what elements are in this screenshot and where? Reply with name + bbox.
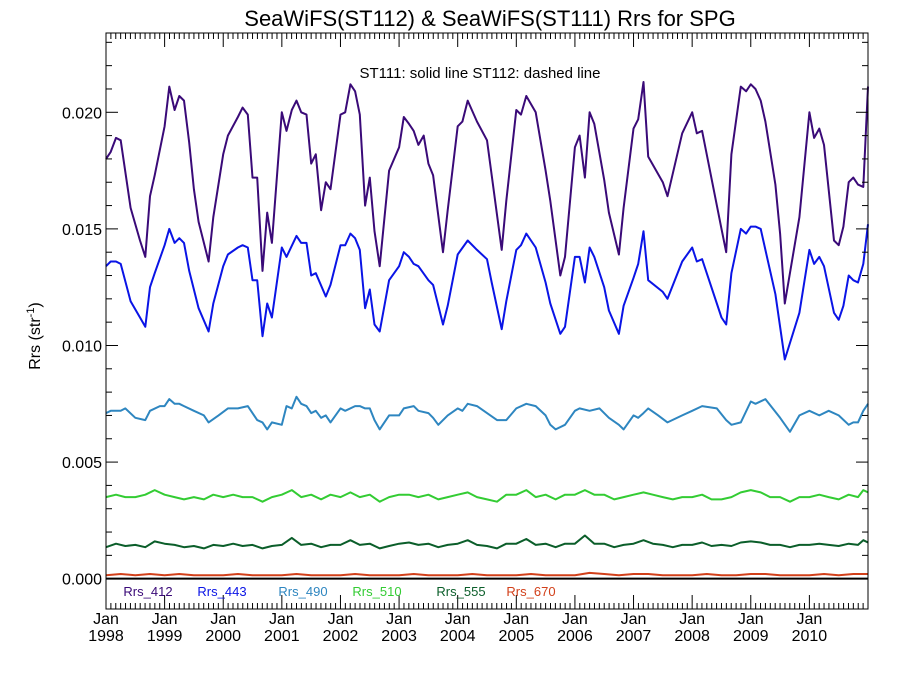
x-tick-month: Jan	[503, 611, 529, 628]
x-tick-month: Jan	[445, 611, 471, 628]
x-tick-year: 2004	[440, 628, 476, 645]
x-tick-month: Jan	[796, 611, 822, 628]
x-tick-label: Jan 2005	[499, 611, 535, 645]
series-line-rrs-670	[105, 571, 868, 577]
y-tick-label: 0.005	[62, 455, 102, 472]
x-tick-year: 2009	[733, 628, 769, 645]
x-tick-label: Jan 2008	[674, 611, 710, 645]
x-tick-year: 2008	[674, 628, 710, 645]
x-tick-label: Jan 2009	[733, 611, 769, 645]
chart-title: SeaWiFS(ST112) & SeaWiFS(ST111) Rrs for …	[244, 6, 735, 31]
x-tick-year: 1998	[88, 628, 124, 645]
chart-annotation: ST111: solid line ST112: dashed line	[360, 65, 601, 82]
x-tick-year: 2003	[381, 628, 417, 645]
x-tick-month: Jan	[269, 611, 295, 628]
x-tick-label: Jan 2001	[264, 611, 300, 645]
x-tick-label: Jan 2002	[323, 611, 359, 645]
x-tick-year: 2000	[205, 628, 241, 645]
x-tick-label: Jan 2004	[440, 611, 476, 645]
series-layer	[105, 81, 869, 577]
x-tick-year: 1999	[147, 628, 183, 645]
x-tick-year: 2002	[323, 628, 359, 645]
y-axis-label-main: Rrs (str	[27, 317, 44, 370]
x-tick-month: Jan	[562, 611, 588, 628]
x-tick-month: Jan	[738, 611, 764, 628]
legend-item-rrs-412: Rrs_412	[123, 584, 172, 599]
x-tick-month: Jan	[621, 611, 647, 628]
x-tick-year: 2010	[792, 628, 828, 645]
x-tick-year: 2006	[557, 628, 593, 645]
y-tick-label: 0.020	[62, 105, 102, 122]
x-tick-label: Jan 2007	[616, 611, 652, 645]
series-line-rrs-510	[105, 489, 869, 503]
x-tick-month: Jan	[679, 611, 705, 628]
x-tick-month: Jan	[152, 611, 178, 628]
x-tick-month: Jan	[328, 611, 354, 628]
legend-item-rrs-490: Rrs_490	[278, 584, 327, 599]
x-tick-label: Jan 2010	[792, 611, 828, 645]
legend-item-rrs-670: Rrs_670	[506, 584, 555, 599]
y-tick-label: 0.000	[62, 572, 102, 589]
y-tick-label: 0.010	[62, 338, 102, 355]
series-line-rrs-412	[105, 81, 869, 305]
x-tick-label: Jan 2003	[381, 611, 417, 645]
y-axis-label-superscript: -1	[25, 308, 37, 318]
y-axis-label: Rrs (str-1)	[25, 302, 44, 370]
y-axis-label-close: )	[27, 302, 44, 307]
plot-frame	[105, 32, 869, 610]
legend-item-rrs-443: Rrs_443	[197, 584, 246, 599]
legend-item-rrs-510: Rrs_510	[352, 584, 401, 599]
series-line-rrs-443	[105, 224, 869, 361]
x-tick-month: Jan	[210, 611, 236, 628]
legend: Rrs_412 Rrs_443 Rrs_490 Rrs_510 Rrs_555 Rrs_6…	[123, 584, 555, 599]
series-line-rrs-555	[105, 534, 869, 550]
x-tick-month: Jan	[93, 611, 119, 628]
y-tick-label: 0.015	[62, 222, 102, 239]
x-tick-label: Jan 1999	[147, 611, 183, 645]
series-line-rrs-490	[105, 395, 869, 433]
x-tick-month: Jan	[386, 611, 412, 628]
x-tick-year: 2007	[616, 628, 652, 645]
x-tick-year: 2005	[499, 628, 535, 645]
legend-item-rrs-555: Rrs_555	[436, 584, 485, 599]
x-tick-label: Jan 2000	[205, 611, 241, 645]
x-tick-label: Jan 1998	[88, 611, 124, 645]
x-tick-year: 2001	[264, 628, 300, 645]
x-tick-label: Jan 2006	[557, 611, 593, 645]
